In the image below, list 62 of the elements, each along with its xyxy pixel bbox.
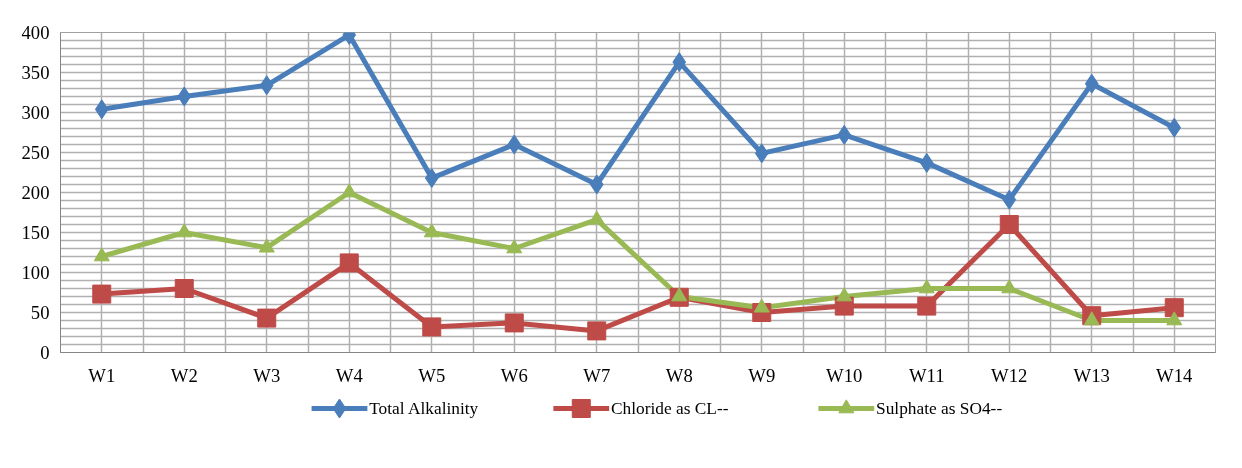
- x-tick-label: W2: [170, 364, 198, 386]
- x-tick-label: W3: [253, 364, 281, 386]
- point: [422, 317, 442, 337]
- y-tick-label: 350: [21, 62, 50, 83]
- x-tick-label: W5: [418, 364, 446, 386]
- x-tick-label: W12: [991, 364, 1028, 386]
- point: [754, 143, 769, 164]
- y-tick-label: 150: [21, 222, 50, 243]
- x-tick-label: W9: [748, 364, 776, 386]
- x-tick-label: W7: [583, 364, 611, 386]
- legend-label: Sulphate as SO4--: [876, 399, 1003, 418]
- point: [174, 279, 194, 298]
- legend-label: Total Alkalinity: [369, 399, 479, 418]
- point: [92, 284, 112, 304]
- x-tick-label: W13: [1073, 364, 1110, 386]
- x-tick-label: W11: [908, 364, 945, 386]
- point: [672, 52, 687, 73]
- point: [339, 253, 359, 273]
- point: [507, 134, 522, 155]
- y-tick-label: 250: [21, 142, 50, 163]
- y-tick-label: 200: [21, 182, 50, 203]
- point: [257, 308, 277, 328]
- point: [587, 321, 607, 341]
- point: [176, 223, 193, 238]
- point: [999, 215, 1019, 234]
- point: [917, 296, 937, 316]
- y-tick-label: 100: [21, 262, 50, 283]
- x-tick-label: W10: [826, 364, 863, 386]
- y-tick-label: 50: [30, 302, 50, 323]
- x-tick-label: W6: [500, 364, 528, 386]
- point: [753, 298, 770, 313]
- x-tick-label: W14: [1156, 364, 1194, 386]
- point: [1167, 117, 1182, 138]
- point: [1001, 279, 1018, 294]
- x-tick-label: W8: [665, 364, 693, 386]
- point: [506, 239, 523, 254]
- x-tick-label: W4: [335, 364, 364, 386]
- y-tick-label: 400: [21, 22, 50, 43]
- point: [93, 247, 110, 262]
- y-tick-label: 0: [40, 342, 50, 363]
- legend-label: Chloride as CL--: [611, 399, 729, 418]
- point: [259, 75, 274, 96]
- point: [837, 124, 852, 145]
- point: [258, 238, 275, 253]
- point: [423, 223, 440, 238]
- y-tick-label: 300: [21, 102, 50, 123]
- point: [918, 279, 935, 294]
- point: [504, 313, 524, 333]
- point: [177, 86, 192, 107]
- point: [671, 287, 688, 302]
- point: [919, 152, 934, 173]
- point: [1083, 311, 1100, 326]
- point: [94, 99, 109, 120]
- x-tick-label: W1: [88, 364, 116, 386]
- point: [836, 287, 853, 302]
- point: [1084, 73, 1099, 94]
- point: [588, 210, 605, 225]
- point: [1164, 298, 1184, 318]
- point: [424, 168, 439, 189]
- point: [1002, 189, 1017, 210]
- point: [589, 174, 604, 195]
- point: [1166, 311, 1183, 326]
